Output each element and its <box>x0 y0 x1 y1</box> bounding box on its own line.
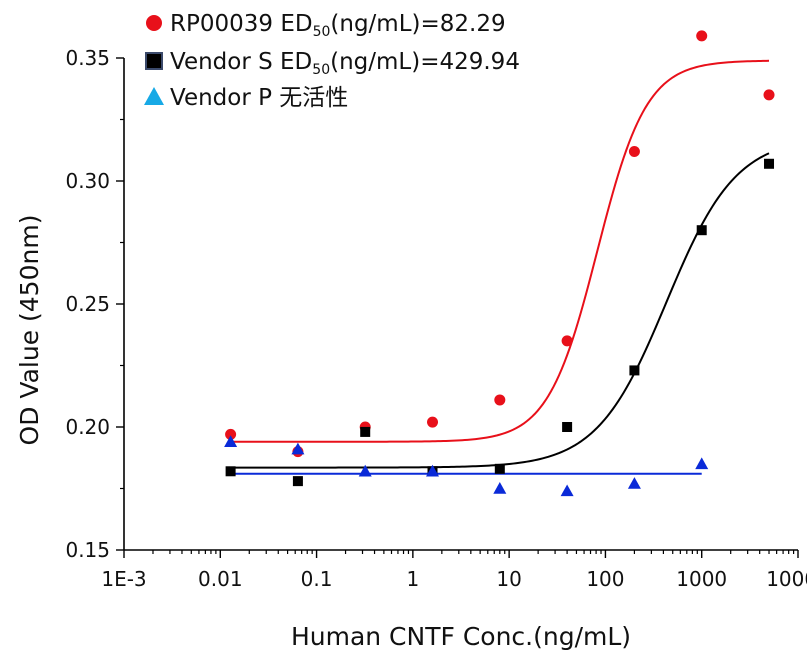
data-point <box>764 158 775 169</box>
legend-entry: Vendor P 无活性 <box>170 85 348 111</box>
data-point <box>494 463 505 474</box>
data-point <box>629 365 640 376</box>
axes: 1E-3 0.01 0.1 1 10 100 1000 10000 0.15 0.20 0.25 0.… <box>65 46 807 591</box>
data-point <box>696 30 708 42</box>
fit-curve <box>230 59 770 443</box>
data-point <box>627 477 641 489</box>
data-point <box>562 422 573 432</box>
x-tick-label: 1E-3 <box>101 567 146 591</box>
x-tick-label: 10 <box>496 567 521 591</box>
data-point <box>225 428 237 440</box>
legend-marker <box>146 15 162 31</box>
data-point <box>225 466 236 477</box>
y-tick-label: 0.15 <box>65 538 110 562</box>
data-point <box>696 225 707 236</box>
fit-curves <box>230 59 770 475</box>
legend-marker <box>144 87 164 105</box>
data-point <box>695 457 709 470</box>
data-point <box>427 416 439 428</box>
y-tick-label: 0.35 <box>65 46 110 70</box>
x-tick-label: 0.01 <box>198 567 243 591</box>
y-tick-label: 0.30 <box>65 169 110 193</box>
data-point <box>292 476 303 487</box>
y-tick-label: 0.25 <box>65 292 110 316</box>
data-point <box>560 484 574 497</box>
x-tick-label: 10000 <box>766 567 807 591</box>
data-point <box>426 464 440 477</box>
data-point <box>561 335 573 347</box>
data-point <box>224 435 238 447</box>
x-tick-label: 1 <box>406 567 419 591</box>
data-point <box>628 145 640 157</box>
data-point <box>494 394 506 406</box>
y-tick-label: 0.20 <box>65 415 110 439</box>
data-point <box>493 482 507 494</box>
x-tick-label: 100 <box>586 567 624 591</box>
data-point <box>360 426 371 437</box>
x-tick-label: 1000 <box>676 567 727 591</box>
legend: RP00039 ED50(ng/mL)=82.29 Vendor S ED50(n… <box>144 11 520 111</box>
y-axis-label: OD Value (450nm) <box>15 215 44 446</box>
legend-entry: RP00039 ED50(ng/mL)=82.29 <box>170 11 506 40</box>
legend-entry: Vendor S ED50(ng/mL)=429.94 <box>170 49 520 78</box>
fit-curve <box>230 152 770 469</box>
x-tick-label: 0.1 <box>301 567 333 591</box>
data-point <box>291 442 305 455</box>
data-point <box>358 464 372 477</box>
data-points <box>224 30 775 497</box>
data-point <box>763 89 775 101</box>
legend-marker <box>145 52 163 70</box>
x-axis-label: Human CNTF Conc.(ng/mL) <box>291 622 631 651</box>
